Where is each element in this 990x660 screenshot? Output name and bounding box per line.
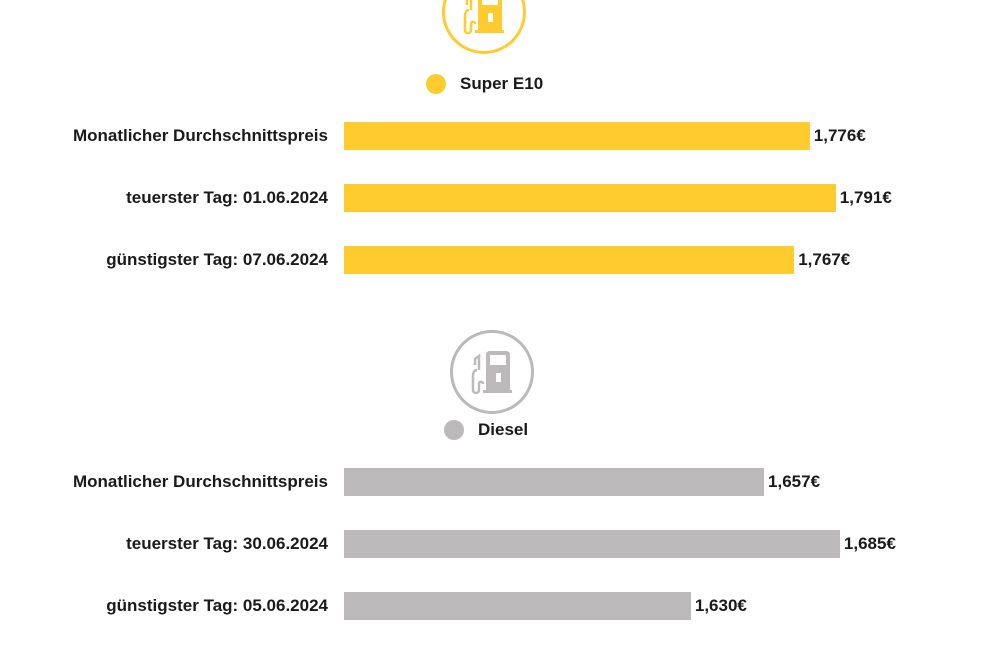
bar xyxy=(344,184,836,212)
category-label: teuerster Tag: 30.06.2024 xyxy=(126,534,328,553)
value-label: 1,657€ xyxy=(768,472,821,491)
category-label: Monatlicher Durchschnittspreis xyxy=(72,472,328,491)
bar xyxy=(344,530,840,558)
category-label: teuerster Tag: 01.06.2024 xyxy=(126,188,328,207)
fuel-pump-icon xyxy=(450,330,534,414)
legend-swatch xyxy=(444,420,464,440)
value-label: 1,776€ xyxy=(813,126,866,145)
value-label: 1,791€ xyxy=(839,188,892,207)
category-label: günstigster Tag: 05.06.2024 xyxy=(106,596,328,615)
legend-item: Diesel xyxy=(444,420,528,440)
category-label: günstigster Tag: 07.06.2024 xyxy=(106,250,328,269)
legend-label: Diesel xyxy=(478,420,529,439)
legend-swatch xyxy=(426,74,446,94)
value-label: 1,630€ xyxy=(694,596,747,615)
bar xyxy=(344,246,795,274)
legend-label: Super E10 xyxy=(460,74,544,93)
bar xyxy=(344,122,810,150)
category-label: Monatlicher Durchschnittspreis xyxy=(72,126,328,145)
bar xyxy=(344,468,765,496)
fuel-pump-icon xyxy=(442,0,526,54)
bar xyxy=(344,592,691,620)
value-label: 1,685€ xyxy=(843,534,896,553)
value-label: 1,767€ xyxy=(798,250,851,269)
legend-item: Super E10 xyxy=(426,74,543,94)
